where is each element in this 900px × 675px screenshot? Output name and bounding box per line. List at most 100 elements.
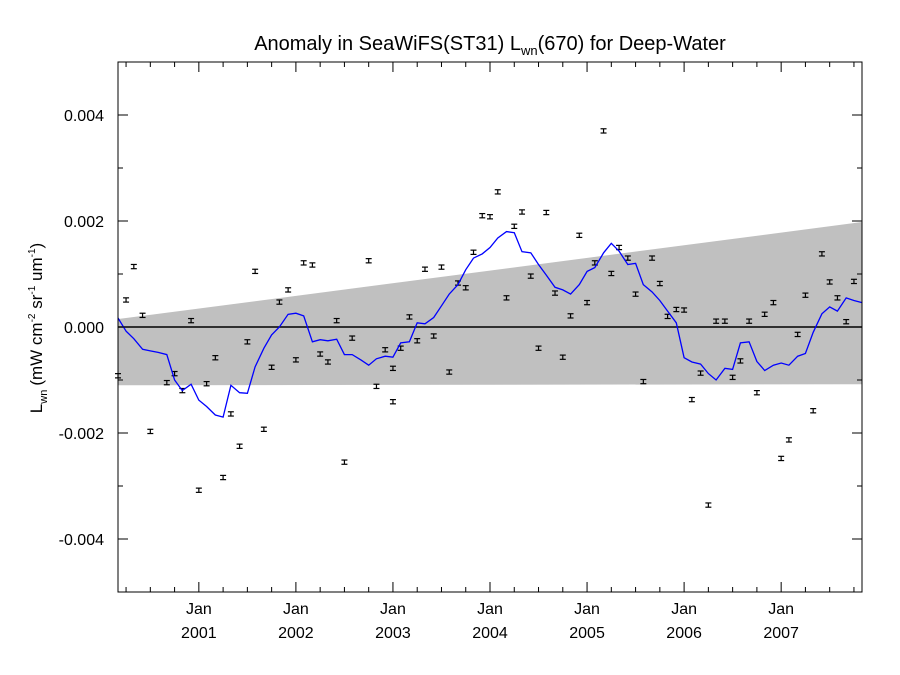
data-point bbox=[810, 408, 817, 414]
y-tick-label: 0.002 bbox=[64, 214, 104, 231]
data-point bbox=[834, 295, 841, 301]
x-tick-label-month: Jan bbox=[380, 601, 406, 618]
data-point bbox=[673, 306, 680, 313]
chart-title-main: Anomaly in SeaWiFS(ST31) L bbox=[254, 33, 521, 55]
data-point bbox=[649, 255, 656, 261]
data-point bbox=[130, 263, 137, 270]
data-point bbox=[656, 280, 663, 287]
x-tick-label-year: 2001 bbox=[181, 625, 217, 642]
data-point bbox=[470, 249, 477, 255]
data-point bbox=[139, 312, 146, 319]
data-point bbox=[252, 268, 259, 275]
y-axis-label-um: um bbox=[27, 257, 46, 285]
data-point bbox=[705, 502, 712, 508]
data-point bbox=[195, 487, 202, 493]
data-point bbox=[503, 295, 510, 301]
data-point bbox=[292, 357, 299, 363]
data-point bbox=[584, 299, 591, 306]
data-points bbox=[115, 128, 857, 508]
data-point bbox=[753, 390, 760, 396]
data-point bbox=[317, 351, 324, 357]
data-point bbox=[260, 426, 267, 433]
y-axis-label-symbol: L bbox=[27, 404, 46, 413]
data-point bbox=[389, 365, 396, 372]
data-point bbox=[406, 314, 413, 320]
data-point bbox=[624, 255, 631, 261]
y-tick-label: -0.004 bbox=[59, 532, 104, 549]
data-point bbox=[737, 358, 744, 364]
data-point bbox=[430, 333, 437, 339]
y-axis-label-units: (mW cm bbox=[27, 322, 46, 385]
plot-area bbox=[115, 61, 863, 593]
data-point bbox=[608, 270, 615, 277]
x-tick-label-year: 2005 bbox=[569, 625, 605, 642]
data-point bbox=[341, 459, 348, 465]
data-point bbox=[414, 338, 421, 344]
data-point bbox=[188, 317, 195, 324]
y-axis-label-exponent-sr: -1 bbox=[27, 285, 38, 294]
data-point bbox=[632, 291, 639, 297]
data-point bbox=[285, 287, 292, 293]
data-point bbox=[349, 335, 356, 341]
x-tick-label-month: Jan bbox=[574, 601, 600, 618]
data-point bbox=[721, 318, 728, 324]
data-point bbox=[746, 318, 753, 324]
data-point bbox=[535, 345, 542, 351]
y-axis-label: Lwn(mW cm-2 sr-1 um-1) bbox=[27, 243, 50, 413]
data-point bbox=[511, 223, 518, 230]
x-tick-label-month: Jan bbox=[477, 601, 503, 618]
y-axis: 0.004 0.002 0.000 -0.002 -0.004 bbox=[59, 61, 862, 593]
data-point bbox=[770, 299, 777, 306]
data-point bbox=[552, 290, 559, 296]
confidence-band bbox=[118, 222, 862, 386]
y-axis-label-close: ) bbox=[27, 243, 46, 249]
data-point bbox=[527, 273, 534, 279]
data-point bbox=[421, 266, 428, 272]
data-point bbox=[389, 399, 396, 405]
data-point bbox=[543, 209, 550, 216]
x-tick-label-month: Jan bbox=[768, 601, 794, 618]
data-point bbox=[778, 455, 785, 462]
x-tick-label-month: Jan bbox=[283, 601, 309, 618]
chart-title: Anomaly in SeaWiFS(ST31) Lwn(670) for De… bbox=[254, 33, 726, 58]
data-point bbox=[487, 214, 493, 220]
data-point bbox=[324, 359, 331, 365]
data-point bbox=[850, 278, 857, 285]
y-axis-label-exponent-cm: -2 bbox=[27, 313, 38, 322]
data-point bbox=[220, 474, 227, 481]
x-tick-label-year: 2006 bbox=[666, 625, 702, 642]
data-point bbox=[802, 292, 809, 298]
y-tick-label: -0.002 bbox=[59, 426, 104, 443]
data-point bbox=[640, 378, 647, 385]
y-tick-label: 0.000 bbox=[64, 320, 104, 337]
data-point bbox=[236, 443, 243, 449]
data-point bbox=[438, 264, 445, 270]
data-point bbox=[761, 311, 768, 317]
x-tick-label-month: Jan bbox=[186, 601, 212, 618]
data-point bbox=[300, 260, 307, 266]
running-mean-line bbox=[117, 230, 863, 418]
data-point bbox=[600, 128, 607, 134]
data-point bbox=[227, 411, 234, 417]
data-point bbox=[697, 370, 704, 376]
x-axis: Jan 2001 Jan 2002 Jan 2003 Jan 2004 Jan 2005 Jan 20… bbox=[125, 62, 855, 642]
data-point bbox=[729, 374, 736, 381]
data-point bbox=[365, 258, 372, 264]
data-point bbox=[203, 380, 210, 387]
chart-title-tail: (670) for Deep-Water bbox=[538, 33, 727, 55]
data-point bbox=[163, 379, 170, 386]
data-point bbox=[446, 369, 453, 375]
data-point bbox=[519, 209, 526, 215]
data-point bbox=[373, 383, 380, 390]
data-point bbox=[123, 297, 130, 303]
data-point bbox=[212, 355, 219, 361]
data-point bbox=[688, 396, 695, 403]
x-tick-label-year: 2007 bbox=[763, 625, 799, 642]
y-axis-label-sr: sr bbox=[27, 294, 46, 313]
data-point bbox=[147, 428, 154, 435]
data-point bbox=[794, 331, 801, 338]
data-point bbox=[576, 232, 583, 239]
x-tick-label-year: 2002 bbox=[278, 625, 314, 642]
data-point bbox=[567, 313, 574, 319]
